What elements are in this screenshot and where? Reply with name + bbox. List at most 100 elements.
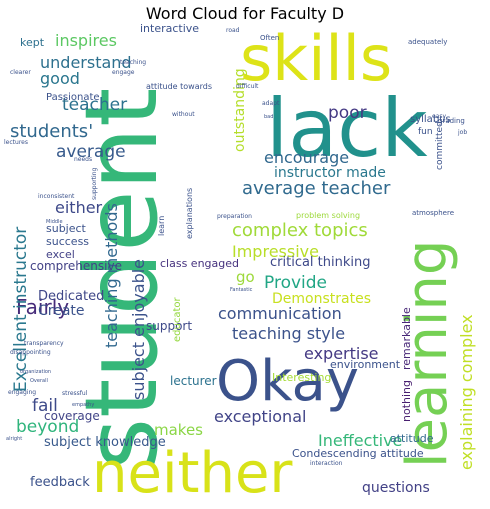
word-explanations: explanations <box>185 188 194 239</box>
word-nothing: nothing <box>400 380 413 422</box>
word-fantastic: Fantastic <box>230 287 253 293</box>
word-preparation: preparation <box>217 213 252 220</box>
word-attitude: attitude <box>390 432 434 445</box>
word-without: without <box>172 111 195 118</box>
word-impressive: Impressive <box>232 242 319 261</box>
word-questions: questions <box>362 480 430 496</box>
word-easy: easy <box>432 113 446 120</box>
word-bad: bad <box>264 114 273 120</box>
word-coverage: coverage <box>44 409 100 423</box>
word-job: job <box>457 129 467 136</box>
word-disappointing: disappointing <box>10 349 51 356</box>
word-learning: learning <box>395 240 460 468</box>
word-provide: Provide <box>264 273 327 293</box>
word-neither: neither <box>92 441 293 506</box>
word-clearer: clearer <box>10 69 31 76</box>
word-attitude-towards: attitude towards <box>146 82 212 91</box>
word-subject-knowledge: subject knowledge <box>44 435 166 450</box>
word-teaching: teaching <box>120 59 146 66</box>
word-dedicated: Dedicated <box>38 289 104 304</box>
word-adapt: adapt <box>262 100 280 107</box>
word-feedback: feedback <box>30 475 90 490</box>
word-supporting: supporting <box>91 167 98 200</box>
word-demonstrates: Demonstrates <box>272 291 371 307</box>
word-beyond: beyond <box>16 417 79 437</box>
word-difficult: difficult <box>236 83 259 90</box>
word-often: Often <box>260 34 279 42</box>
word-support: support <box>146 319 192 333</box>
word-understand: understand <box>40 53 132 72</box>
word-teaching-style: teaching style <box>232 324 345 343</box>
word-inspires: inspires <box>55 31 117 50</box>
word-critical-thinking: critical thinking <box>270 255 371 270</box>
word-lecturer: lecturer <box>170 374 217 388</box>
word-inconsistent: inconsistent <box>38 193 75 200</box>
word-fun: fun <box>418 127 433 137</box>
word-success: success <box>46 235 89 248</box>
word-middle: Middle <box>46 219 63 225</box>
word-expertise: expertise <box>304 344 379 363</box>
word-alright: alright <box>6 436 22 442</box>
word-student: student <box>63 88 180 470</box>
word-excel: excel <box>46 248 75 261</box>
word-students: students' <box>10 121 93 142</box>
word-teaching-methods: teaching methods <box>102 203 121 348</box>
word-fairly: Fairly <box>16 295 69 319</box>
word-atmosphere: atmosphere <box>412 209 454 217</box>
word-either: either <box>55 198 103 217</box>
word-complex-topics: complex topics <box>232 220 368 241</box>
word-lectures: lectures <box>4 139 28 146</box>
word-syllabus: syllabus <box>410 114 451 125</box>
chart-title: Word Cloud for Faculty D <box>145 4 345 23</box>
word-adequately: adequately <box>408 38 447 46</box>
word-go: go <box>236 268 255 286</box>
word-makes: makes <box>154 421 203 439</box>
word-organization: organization <box>20 369 51 375</box>
word-comprehensive: comprehensive <box>30 259 122 273</box>
word-interactive: interactive <box>140 22 199 35</box>
word-passionate: Passionate <box>46 92 100 103</box>
word-fail: fail <box>32 396 58 416</box>
word-road: road <box>226 27 240 34</box>
word-interesting: Interesting <box>272 371 331 384</box>
word-educator: educator <box>172 296 183 342</box>
word-teacher: teacher <box>62 95 127 115</box>
word-grading: grading <box>438 117 465 125</box>
word-instructor-made: instructor made <box>274 165 386 181</box>
word-needs: needs <box>74 156 92 163</box>
word-explaining-complex: explaining complex <box>457 314 476 470</box>
word-skills: skills <box>240 22 392 95</box>
word-poor: poor <box>328 103 367 123</box>
word-transparency: transparency <box>24 340 64 347</box>
word-average-teacher: average teacher <box>242 178 391 199</box>
word-communication: communication <box>218 304 342 323</box>
word-remarkable: remarkable <box>400 307 413 370</box>
word-interaction: interaction <box>310 460 343 467</box>
word-environment: environment <box>330 358 401 371</box>
word-subject-enjoyable: subject enjoyable <box>129 259 148 400</box>
word-good: good <box>40 69 80 88</box>
word-average: average <box>56 142 126 162</box>
word-ineffective: Ineffective <box>318 431 402 450</box>
word-engage: engage <box>112 69 135 76</box>
word-exceptional: exceptional <box>214 407 306 426</box>
word-okay: Okay <box>216 349 359 414</box>
word-committed: committed <box>435 121 445 170</box>
word-lack: lack <box>266 82 428 175</box>
word-learn: learn <box>157 216 166 236</box>
word-engaging: engaging <box>8 389 36 396</box>
word-class-engaged: class engaged <box>160 257 239 270</box>
word-problem-solving: problem solving <box>296 211 360 220</box>
word-excellent-instructor: Excellent instructor <box>11 227 31 392</box>
word-subject: subject <box>46 222 87 235</box>
word-kept: kept <box>20 36 45 49</box>
word-outstanding: outstanding <box>232 68 248 152</box>
word-empathy: empathy <box>72 402 94 408</box>
word-overall: Overall <box>30 378 48 384</box>
word-stressful: stressful <box>62 390 88 397</box>
word-condescending-attitude: Condescending attitude <box>292 447 424 460</box>
word-encourage: encourage <box>264 148 349 167</box>
word-create: Create <box>38 303 85 319</box>
